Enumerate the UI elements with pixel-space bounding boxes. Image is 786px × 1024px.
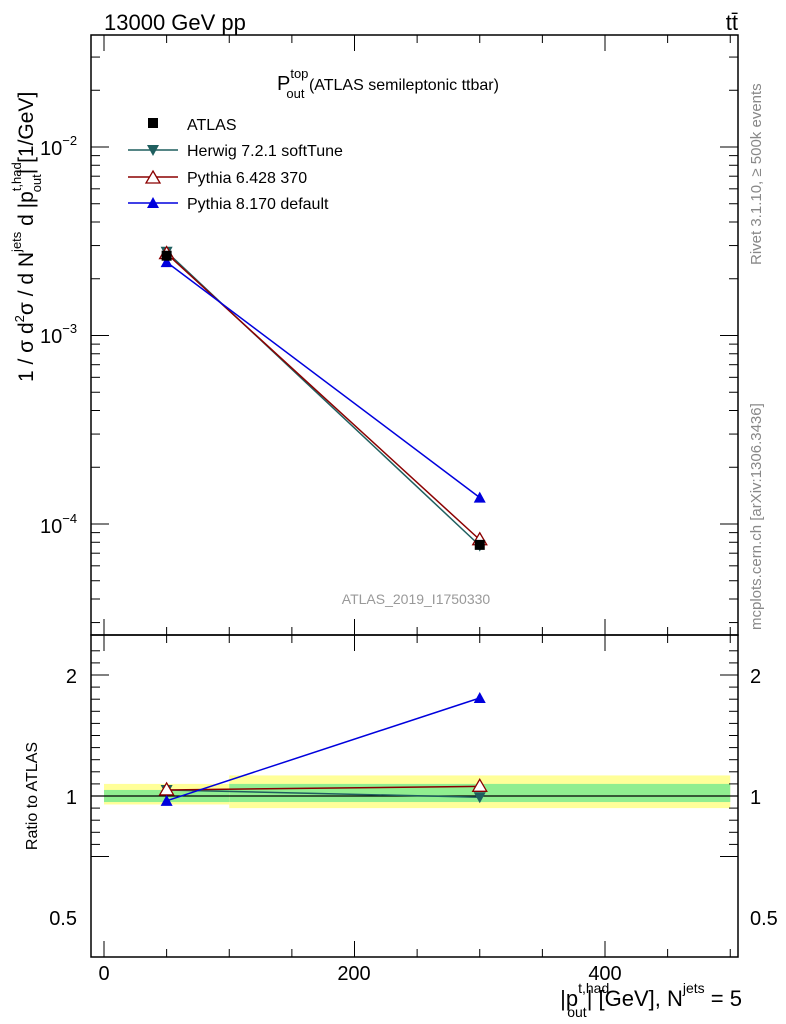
ratio-tick-label-1-left: 1 xyxy=(66,787,77,809)
main-line-pythia6 xyxy=(166,253,481,541)
legend-marker-pythia6 xyxy=(144,169,162,184)
y-axis-label: 1 / σ d2σ / d Njets d |pt,had out| [1/GeV… xyxy=(9,92,44,382)
ratio-line-pythia6 xyxy=(166,785,480,791)
main-point-pythia8-1 xyxy=(473,491,486,503)
main-point-atlas-1 xyxy=(474,539,485,550)
legend-label-pythia6: Pythia 6.428 370 xyxy=(187,170,307,187)
ratio-axis-ticks xyxy=(91,635,738,957)
legend-marker-atlas xyxy=(148,118,158,128)
ratio-tick-label-1-right: 1 xyxy=(750,787,761,809)
ratio-axis-label: Ratio to ATLAS xyxy=(24,742,41,850)
main-series xyxy=(158,245,488,552)
main-point-atlas-0 xyxy=(161,250,172,261)
main-line-pythia8 xyxy=(166,261,481,499)
x-tick-label-200: 200 xyxy=(337,963,370,985)
y-tick-label-1e-4: 10−4 xyxy=(40,511,77,538)
process-label: tt̄ xyxy=(726,10,738,35)
plot-title: Ptop out (ATLAS semileptonic ttbar) xyxy=(277,66,499,101)
energy-label: 13000 GeV pp xyxy=(104,10,246,35)
ratio-tick-label-2-left: 2 xyxy=(66,666,77,688)
ratio-tick-label-0.5-right: 0.5 xyxy=(750,908,778,930)
legend-label-herwig: Herwig 7.2.1 softTune xyxy=(187,143,343,160)
ratio-uncertainty-bands xyxy=(104,775,731,809)
ratio-series xyxy=(158,691,488,806)
ratio-point-pythia6-1 xyxy=(471,778,488,792)
ratio-line-herwig xyxy=(166,789,480,798)
ratio-point-pythia8-1 xyxy=(473,691,486,703)
ratio-panel: 2 1 0.5 2 1 0.5 Ratio to ATLAS xyxy=(24,634,778,958)
y-tick-label-1e-2: 10−2 xyxy=(40,133,77,160)
x-tick-label-400: 400 xyxy=(588,963,621,985)
main-point-pythia8-0 xyxy=(160,256,173,268)
legend: ATLAS Herwig 7.2.1 softTune Pythia 6.428… xyxy=(128,117,343,213)
main-panel: Ptop out (ATLAS semileptonic ttbar) 10−2 … xyxy=(9,34,739,636)
main-axis-ticks xyxy=(91,35,738,635)
ratio-tick-label-0.5-left: 0.5 xyxy=(49,908,77,930)
legend-label-pythia8: Pythia 8.170 default xyxy=(187,196,329,213)
mcplots-label: mcplots.cern.ch [arXiv:1306.3436] xyxy=(748,403,765,630)
rivet-label: Rivet 3.1.10, ≥ 500k events xyxy=(748,83,765,265)
x-tick-label-0: 0 xyxy=(98,963,109,985)
legend-label-atlas: ATLAS xyxy=(187,117,237,134)
legend-marker-pythia8 xyxy=(147,197,159,208)
legend-marker-herwig xyxy=(147,145,159,156)
ratio-line-pythia8 xyxy=(166,697,480,802)
y-tick-label-1e-3: 10−3 xyxy=(40,321,77,348)
ratio-point-herwig-1 xyxy=(473,792,486,804)
ratio-tick-label-2-right: 2 xyxy=(750,666,761,688)
x-axis-label: |pt,had out| [GeV], Njets = 5 xyxy=(560,980,742,1020)
ratio-point-pythia8-0 xyxy=(160,794,173,806)
analysis-watermark: ATLAS_2019_I1750330 xyxy=(342,591,491,607)
ratio-frame xyxy=(90,634,739,958)
